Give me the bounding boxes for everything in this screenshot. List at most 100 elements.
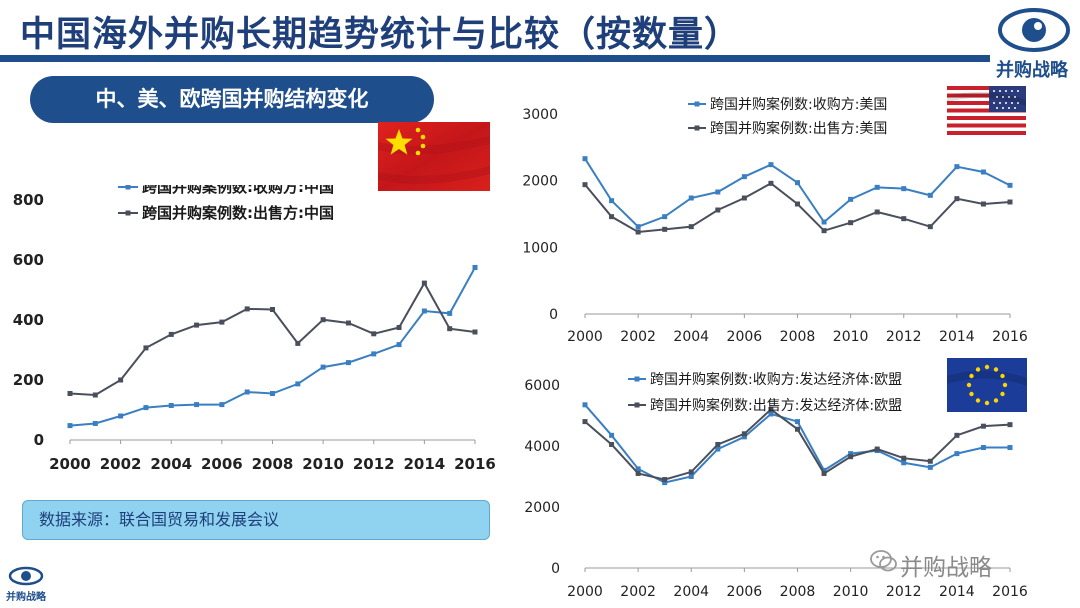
data-point [795, 419, 800, 425]
title-underline [0, 55, 990, 62]
data-point [954, 164, 960, 170]
x-tick-label: 2010 [302, 455, 344, 473]
data-point [688, 195, 694, 201]
data-point [821, 228, 827, 234]
data-point [715, 441, 721, 447]
x-tick-label: 2008 [780, 584, 816, 600]
data-point [219, 319, 225, 325]
data-point [609, 198, 615, 204]
us-ma-line-chart: 0 1000 2000 3000 2000 2002 2004 2006 2008 2010 201… [522, 96, 1028, 345]
data-point [662, 214, 668, 220]
data-point [980, 445, 986, 451]
data-point [244, 389, 250, 395]
y-tick-label: 0 [551, 561, 560, 577]
data-point [980, 201, 986, 207]
y-tick-label: 3000 [522, 107, 558, 123]
x-tick-label: 2014 [939, 329, 975, 345]
data-point [688, 474, 694, 479]
data-point [821, 470, 827, 476]
data-point [168, 331, 174, 337]
data-point [582, 419, 588, 425]
data-point [874, 446, 880, 452]
section-label: 中、美、欧跨国并购结构变化 [30, 76, 434, 123]
data-point [194, 402, 200, 408]
x-tick-label: 2000 [567, 329, 603, 345]
data-point [635, 224, 641, 230]
data-point [67, 391, 73, 396]
y-tick-label: 0 [549, 307, 558, 323]
legend-marker [125, 185, 131, 190]
x-tick-label: 2014 [939, 584, 975, 600]
data-point [609, 214, 615, 220]
data-point [768, 406, 774, 412]
data-point [715, 189, 721, 195]
data-point [582, 156, 588, 162]
data-point [219, 402, 225, 408]
series-line-seller [584, 182, 1011, 234]
data-point [396, 325, 402, 330]
data-point [371, 351, 377, 357]
eye-logo-icon [998, 8, 1070, 52]
data-point [244, 306, 250, 312]
data-point [472, 329, 478, 335]
x-tick-label: 2014 [404, 455, 446, 473]
y-tick-label: 6000 [524, 378, 560, 394]
data-point [980, 423, 986, 429]
brand-logo-text: 并购战略 [996, 60, 1068, 81]
data-point [741, 174, 747, 180]
legend-label: 跨国并购案例数:出售方:美国 [710, 120, 887, 137]
data-point [874, 184, 880, 190]
footer-logo: 并购战略 [6, 566, 46, 603]
data-point [67, 423, 73, 429]
data-point [954, 196, 960, 202]
data-point [688, 469, 694, 475]
x-tick-label: 2016 [454, 455, 496, 473]
data-point [168, 403, 174, 408]
data-point [582, 182, 588, 188]
eye-logo-small-icon [8, 566, 44, 586]
data-point [927, 224, 933, 230]
data-point [715, 446, 721, 452]
x-tick-label: 2008 [780, 329, 816, 345]
x-tick-label: 2006 [727, 329, 763, 345]
data-point [795, 426, 800, 432]
data-point [741, 195, 747, 201]
data-point [821, 467, 827, 473]
data-point [901, 186, 907, 192]
x-tick-label: 2012 [886, 584, 922, 600]
legend-marker [694, 101, 700, 107]
data-point [320, 317, 326, 323]
y-tick-label: 800 [13, 191, 44, 209]
data-point [1007, 445, 1013, 451]
data-point [741, 434, 747, 440]
data-point [345, 360, 351, 366]
y-tick-label: 200 [13, 371, 44, 389]
data-point [821, 219, 827, 225]
y-tick-label: 4000 [524, 439, 560, 455]
data-point [927, 458, 933, 464]
y-tick-label: 2000 [524, 500, 560, 516]
data-point [118, 377, 124, 383]
y-tick-label: 2000 [522, 174, 558, 190]
y-tick-label: 400 [13, 311, 44, 329]
data-point [848, 196, 854, 202]
legend-label: 跨国并购案例数:出售方:发达经济体:欧盟 [650, 397, 902, 414]
data-point [270, 391, 275, 396]
data-point [662, 226, 668, 232]
data-point [582, 402, 588, 408]
brand-logo [992, 2, 1080, 82]
x-tick-label: 2006 [201, 455, 243, 473]
data-point [421, 308, 427, 314]
data-point [609, 432, 615, 438]
data-point [927, 192, 933, 198]
watermark-text: 并购战略 [900, 555, 992, 581]
x-tick-label: 2004 [673, 584, 709, 600]
page-title: 中国海外并购长期趋势统计与比较（按数量） [20, 15, 741, 55]
data-point [371, 331, 377, 337]
data-point [295, 381, 301, 387]
footer-logo-text: 并购战略 [6, 592, 46, 603]
data-point [295, 340, 301, 346]
x-tick-label: 2008 [252, 455, 294, 473]
data-point [901, 216, 907, 222]
x-tick-label: 2010 [833, 584, 869, 600]
